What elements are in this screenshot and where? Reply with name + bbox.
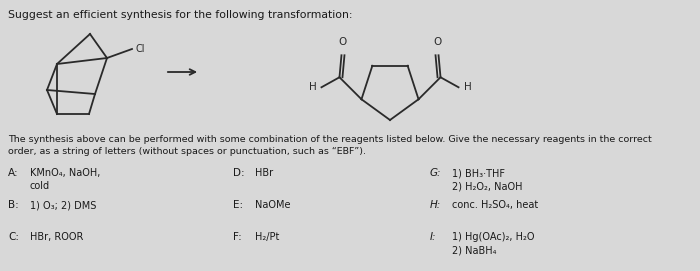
Text: HBr: HBr [255,168,273,178]
Text: D:: D: [233,168,244,178]
Text: 1) O₃; 2) DMS: 1) O₃; 2) DMS [30,200,97,210]
Text: KMnO₄, NaOH,
cold: KMnO₄, NaOH, cold [30,168,100,191]
Text: E:: E: [233,200,243,210]
Text: HBr, ROOR: HBr, ROOR [30,232,83,242]
Text: O: O [338,37,346,47]
Text: H₂/Pt: H₂/Pt [255,232,279,242]
Text: F:: F: [233,232,242,242]
Text: B:: B: [8,200,19,210]
Text: H:: H: [430,200,441,210]
Text: conc. H₂SO₄, heat: conc. H₂SO₄, heat [452,200,538,210]
Text: G:: G: [430,168,442,178]
Text: 1) BH₃·THF
2) H₂O₂, NaOH: 1) BH₃·THF 2) H₂O₂, NaOH [452,168,522,191]
Text: The synthesis above can be performed with some combination of the reagents liste: The synthesis above can be performed wit… [8,135,652,156]
Text: H: H [463,82,471,92]
Text: O: O [433,37,442,47]
Text: Suggest an efficient synthesis for the following transformation:: Suggest an efficient synthesis for the f… [8,10,353,20]
Text: NaOMe: NaOMe [255,200,290,210]
Text: C:: C: [8,232,19,242]
Text: Cl: Cl [135,44,144,54]
Text: I:: I: [430,232,437,242]
Text: H: H [309,82,316,92]
Text: A:: A: [8,168,19,178]
Text: 1) Hg(OAc)₂, H₂O
2) NaBH₄: 1) Hg(OAc)₂, H₂O 2) NaBH₄ [452,232,535,255]
